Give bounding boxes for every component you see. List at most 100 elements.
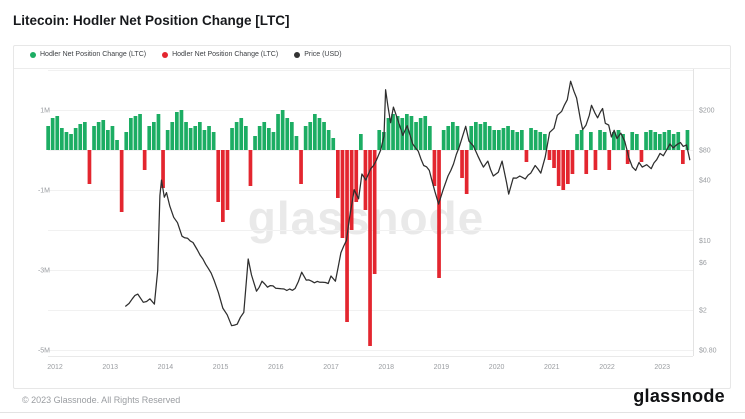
- bar-positive: [198, 122, 202, 150]
- bar-positive: [129, 118, 133, 150]
- bar-negative: [119, 150, 124, 212]
- red-series-dot-icon: [162, 51, 169, 58]
- bar-positive: [96, 122, 101, 150]
- bar-positive: [598, 130, 602, 150]
- bar-negative: [87, 150, 92, 184]
- bar-positive: [271, 132, 276, 150]
- bar-negative: [547, 150, 552, 160]
- bar-positive: [685, 130, 690, 150]
- bar-positive: [386, 118, 391, 150]
- legend-label: Price (USD): [304, 51, 342, 58]
- bar-positive: [92, 126, 96, 150]
- y-right-tick-label: $6: [699, 260, 707, 267]
- bar-positive: [294, 136, 299, 150]
- bar-positive: [451, 122, 455, 150]
- bar-positive: [110, 126, 115, 150]
- bar-positive: [285, 118, 290, 150]
- y-left-tick-label: -3M: [38, 268, 50, 275]
- bar-positive: [262, 122, 267, 150]
- bar-positive: [175, 112, 179, 150]
- bar-positive: [644, 132, 648, 150]
- bar-negative: [464, 150, 469, 194]
- bar-positive: [676, 132, 681, 150]
- bar-positive: [441, 130, 446, 150]
- bar-negative: [340, 150, 345, 238]
- bar-negative: [639, 150, 644, 162]
- bar-positive: [78, 124, 83, 150]
- y-right-tick-label: $2: [699, 308, 707, 315]
- y-right-tick-label: $80: [699, 148, 711, 155]
- bar-positive: [253, 136, 257, 150]
- bar-positive: [64, 132, 69, 150]
- bar-positive: [510, 130, 515, 150]
- bar-negative: [372, 150, 377, 274]
- bar-negative: [681, 150, 685, 164]
- bar-positive: [395, 116, 400, 150]
- bar-positive: [115, 140, 119, 150]
- bar-negative: [336, 150, 340, 198]
- bar-positive: [423, 116, 428, 150]
- bar-positive: [418, 118, 423, 150]
- bar-positive: [602, 132, 607, 150]
- bar-positive: [156, 114, 161, 150]
- x-tick-label: 2021: [544, 364, 560, 371]
- bar-positive: [165, 130, 170, 150]
- bar-positive: [239, 118, 244, 150]
- page-title: Litecoin: Hodler Net Position Change [LT…: [13, 13, 290, 28]
- legend-item-hodler-positive[interactable]: Hodler Net Position Change (LTC): [30, 51, 146, 58]
- footer-divider: [0, 412, 745, 413]
- x-tick-label: 2013: [102, 364, 118, 371]
- bar-negative: [221, 150, 225, 222]
- bar-positive: [538, 132, 543, 150]
- bar-positive: [428, 126, 432, 150]
- bar-negative: [349, 150, 354, 230]
- bar-positive: [152, 122, 156, 150]
- bar-positive: [317, 118, 322, 150]
- bar-positive: [616, 130, 621, 150]
- bar-positive: [230, 128, 234, 150]
- bar-positive: [290, 122, 294, 150]
- bar-positive: [69, 134, 73, 150]
- bar-positive: [483, 122, 487, 150]
- bar-negative: [593, 150, 598, 170]
- x-tick-label: 2019: [434, 364, 450, 371]
- bar-positive: [60, 128, 64, 150]
- bar-positive: [184, 122, 188, 150]
- price-line: [125, 80, 691, 327]
- bar-positive: [73, 128, 78, 150]
- bar-positive: [207, 126, 211, 150]
- x-tick-label: 2017: [323, 364, 339, 371]
- bar-positive: [543, 134, 547, 150]
- bar-positive: [193, 126, 198, 150]
- y-left-tick-label: 1M: [40, 108, 50, 115]
- bar-positive: [326, 130, 331, 150]
- legend-item-hodler-negative[interactable]: Hodler Net Position Change (LTC): [162, 51, 278, 58]
- bar-positive: [414, 122, 418, 150]
- bar-negative: [625, 150, 630, 164]
- chart-legend: Hodler Net Position Change (LTC) Hodler …: [30, 51, 342, 58]
- bar-positive: [138, 114, 142, 150]
- bar-positive: [211, 132, 216, 150]
- bar-positive: [322, 122, 326, 150]
- bar-positive: [487, 126, 492, 150]
- bar-positive: [170, 122, 175, 150]
- bar-positive: [653, 132, 658, 150]
- bar-positive: [474, 122, 478, 150]
- x-tick-label: 2022: [599, 364, 615, 371]
- bar-negative: [552, 150, 556, 168]
- bar-positive: [188, 128, 193, 150]
- bar-negative: [299, 150, 303, 184]
- glassnode-logo[interactable]: glassnode: [633, 386, 725, 406]
- bar-negative: [460, 150, 464, 178]
- bar-positive: [648, 130, 653, 150]
- legend-item-price[interactable]: Price (USD): [294, 51, 342, 58]
- bar-positive: [101, 120, 106, 150]
- bar-positive: [612, 132, 616, 150]
- bar-negative: [570, 150, 575, 174]
- bar-positive: [469, 126, 474, 150]
- bar-positive: [671, 134, 676, 150]
- bar-positive: [313, 114, 317, 150]
- bar-positive: [621, 134, 625, 150]
